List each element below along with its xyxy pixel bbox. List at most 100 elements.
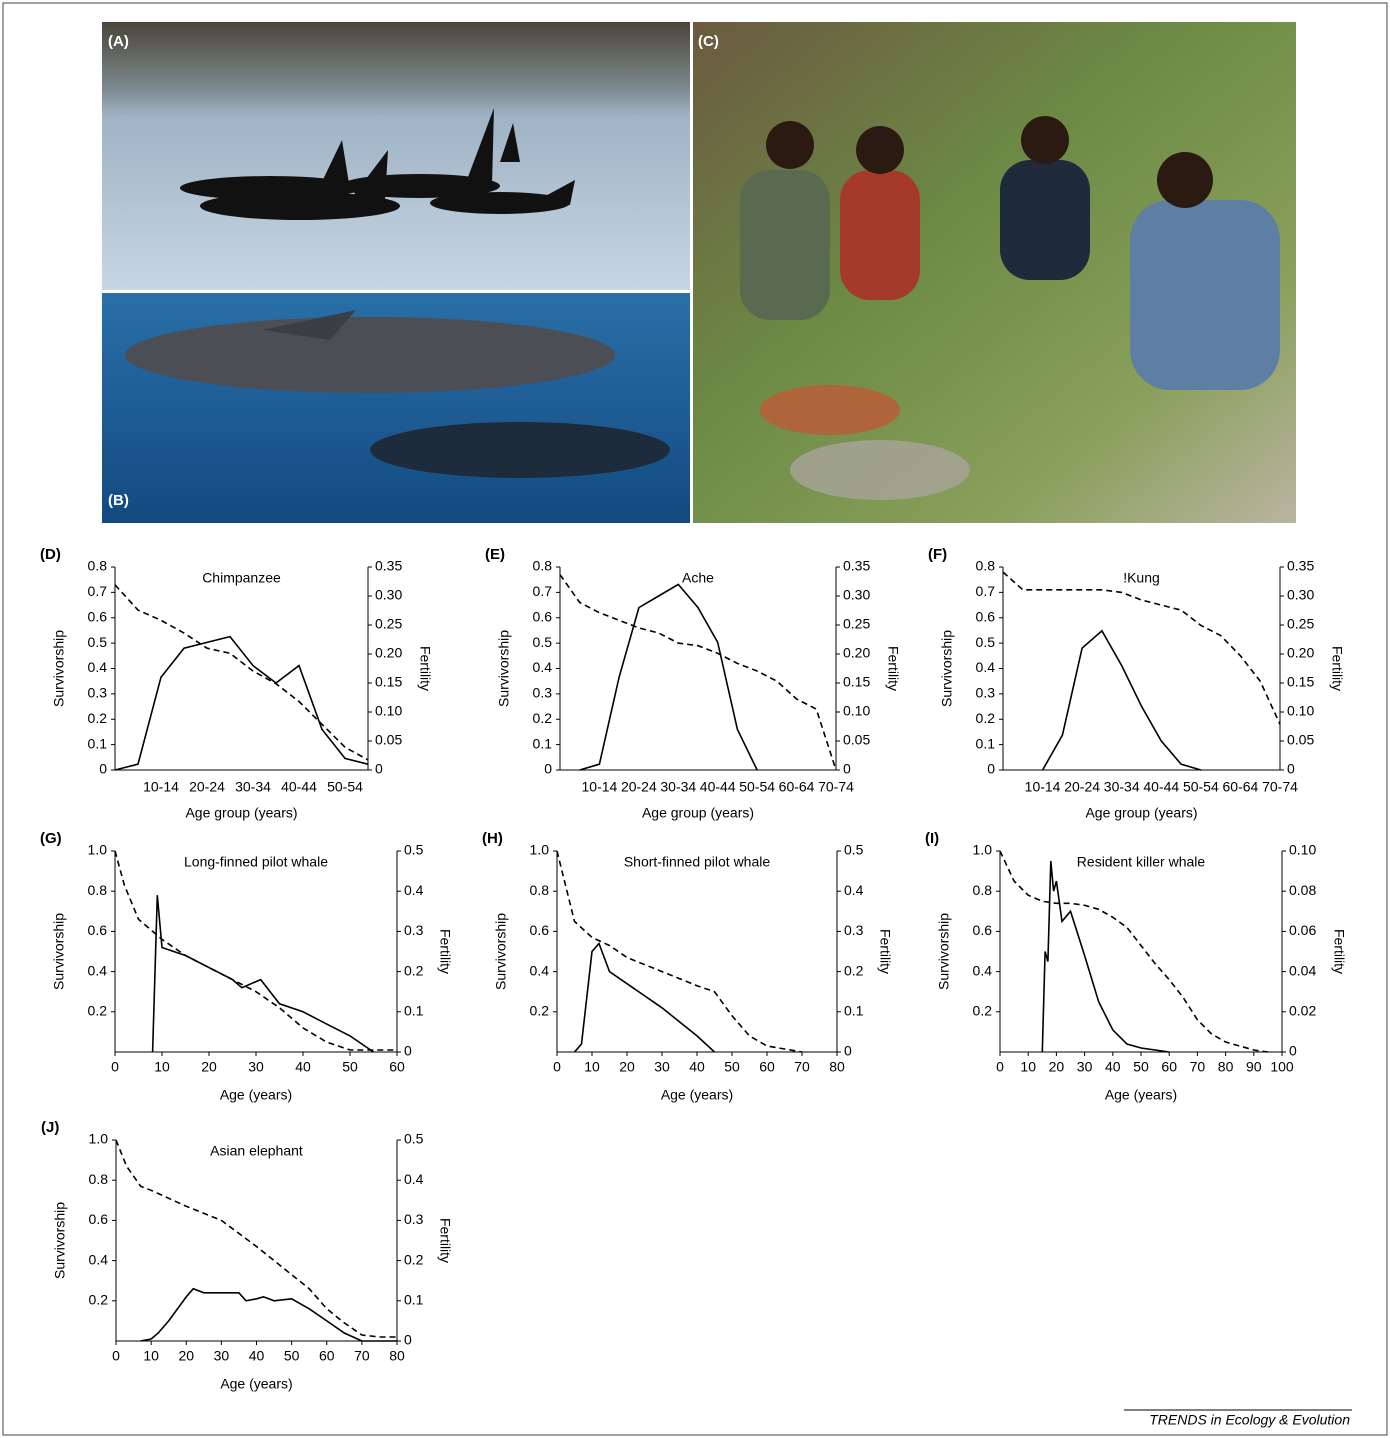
- x-tick-label: 50-54: [739, 779, 775, 795]
- x-tick-label: 40: [1105, 1059, 1121, 1075]
- y2-tick-label: 0.25: [843, 616, 870, 632]
- y-tick-label: 0.6: [88, 922, 108, 938]
- y2-tick-label: 0.30: [1287, 587, 1314, 603]
- panel-label: (C): [698, 33, 719, 50]
- x-tick-label: 20: [201, 1059, 217, 1075]
- y-tick-label: 0.1: [533, 735, 553, 751]
- x-tick-label: 10: [1020, 1059, 1036, 1075]
- footer: TRENDS in Ecology & Evolution: [1149, 1412, 1350, 1428]
- y-axis-label: Survivorship: [52, 1202, 68, 1279]
- fertility-line: [575, 944, 715, 1053]
- y-tick-label: 0.7: [533, 583, 553, 599]
- y2-tick-label: 0.2: [844, 962, 864, 978]
- x-tick-label: 60: [319, 1348, 335, 1364]
- y-tick-label: 0.6: [533, 608, 553, 624]
- x-tick-label: 70: [794, 1059, 810, 1075]
- x-tick-label: 80: [1218, 1059, 1234, 1075]
- panel-label: (H): [482, 830, 503, 847]
- y-tick-label: 0.6: [530, 922, 550, 938]
- y-tick-label: 0.4: [976, 659, 996, 675]
- y2-tick-label: 0.20: [375, 645, 402, 661]
- x-tick-label: 60: [759, 1059, 775, 1075]
- y2-tick-label: 0.3: [844, 922, 864, 938]
- y-tick-label: 0.6: [973, 922, 993, 938]
- y-tick-label: 0.4: [973, 962, 993, 978]
- y2-tick-label: 0.06: [1289, 922, 1316, 938]
- x-axis-label: Age (years): [1105, 1087, 1177, 1103]
- x-tick-label: 50: [284, 1348, 300, 1364]
- x-tick-label: 20-24: [1064, 779, 1100, 795]
- x-tick-label: 30: [654, 1059, 670, 1075]
- y2-tick-label: 0.35: [1287, 558, 1314, 574]
- y-tick-label: 0.3: [88, 685, 108, 701]
- x-tick-label: 30-34: [660, 779, 696, 795]
- x-tick-label: 30-34: [1104, 779, 1140, 795]
- fertility-line: [1042, 861, 1169, 1052]
- panel-label: (D): [40, 546, 61, 563]
- y2-axis-label: Fertility: [885, 646, 901, 691]
- survivorship-line: [116, 1140, 397, 1337]
- y2-axis-label: Fertility: [417, 646, 433, 691]
- y2-axis-label: Fertility: [1329, 646, 1345, 691]
- y2-tick-label: 0.10: [843, 703, 870, 719]
- chart-title: Long-finned pilot whale: [184, 854, 328, 870]
- y-tick-label: 0.6: [976, 608, 996, 624]
- x-tick-label: 50-54: [1183, 779, 1219, 795]
- x-tick-label: 40: [295, 1059, 311, 1075]
- y2-tick-label: 0.15: [375, 674, 402, 690]
- y2-tick-label: 0.05: [843, 732, 870, 748]
- x-tick-label: 100: [1270, 1059, 1294, 1075]
- y-tick-label: 0: [987, 761, 995, 777]
- x-tick-label: 80: [389, 1348, 405, 1364]
- y-tick-label: 0: [99, 761, 107, 777]
- y2-axis-label: Fertility: [1331, 929, 1347, 974]
- y2-tick-label: 0.35: [375, 558, 402, 574]
- figure: (A) (B) (C) TRENDS in Ecology & Evolutio…: [0, 0, 1390, 1438]
- y2-tick-label: 0.4: [844, 882, 864, 898]
- y-tick-label: 0.2: [973, 1003, 993, 1019]
- x-tick-label: 60-64: [1223, 779, 1259, 795]
- survivorship-line: [115, 851, 397, 1050]
- x-tick-label: 0: [553, 1059, 561, 1075]
- fertility-line: [580, 584, 757, 770]
- y-tick-label: 0.6: [89, 1211, 109, 1227]
- y-tick-label: 0.4: [533, 659, 553, 675]
- chart-title: Resident killer whale: [1077, 854, 1206, 870]
- survivorship-line: [1000, 851, 1268, 1052]
- chart-title: Asian elephant: [210, 1143, 303, 1159]
- y2-axis-label: Fertility: [877, 929, 893, 974]
- x-tick-label: 30: [248, 1059, 264, 1075]
- y-tick-label: 0.8: [89, 1171, 109, 1187]
- y-tick-label: 0.3: [976, 685, 996, 701]
- y2-tick-label: 0.25: [1287, 616, 1314, 632]
- y-tick-label: 0.8: [88, 882, 108, 898]
- x-tick-label: 60-64: [779, 779, 815, 795]
- y-axis-label: Survivorship: [51, 630, 67, 707]
- y-tick-label: 0.5: [88, 634, 108, 650]
- x-tick-label: 50-54: [327, 779, 363, 795]
- y-tick-label: 0.8: [88, 558, 108, 574]
- panel-label: (E): [485, 546, 505, 563]
- x-axis-label: Age group (years): [642, 805, 754, 821]
- x-axis-label: Age group (years): [185, 805, 297, 821]
- x-tick-label: 70-74: [818, 779, 854, 795]
- x-tick-label: 50: [1133, 1059, 1149, 1075]
- y2-tick-label: 0.10: [375, 703, 402, 719]
- y2-axis-label: Fertility: [437, 1218, 453, 1263]
- panel-label: (B): [108, 492, 129, 509]
- y2-tick-label: 0.35: [843, 558, 870, 574]
- y-tick-label: 1.0: [530, 842, 550, 858]
- y2-tick-label: 0.4: [404, 1171, 424, 1187]
- y2-tick-label: 0: [1287, 761, 1295, 777]
- y-tick-label: 0.2: [976, 710, 996, 726]
- y2-tick-label: 0: [404, 1043, 412, 1059]
- y-axis-label: Survivorship: [496, 630, 512, 707]
- y2-tick-label: 0.5: [404, 842, 424, 858]
- y2-tick-label: 0.02: [1289, 1003, 1316, 1019]
- fertility-line: [153, 895, 374, 1052]
- y2-tick-label: 0: [404, 1332, 412, 1348]
- chart-title: Ache: [682, 570, 714, 586]
- y2-tick-label: 0.2: [404, 1251, 424, 1267]
- x-tick-label: 10-14: [582, 779, 618, 795]
- chart-title: Chimpanzee: [202, 570, 281, 586]
